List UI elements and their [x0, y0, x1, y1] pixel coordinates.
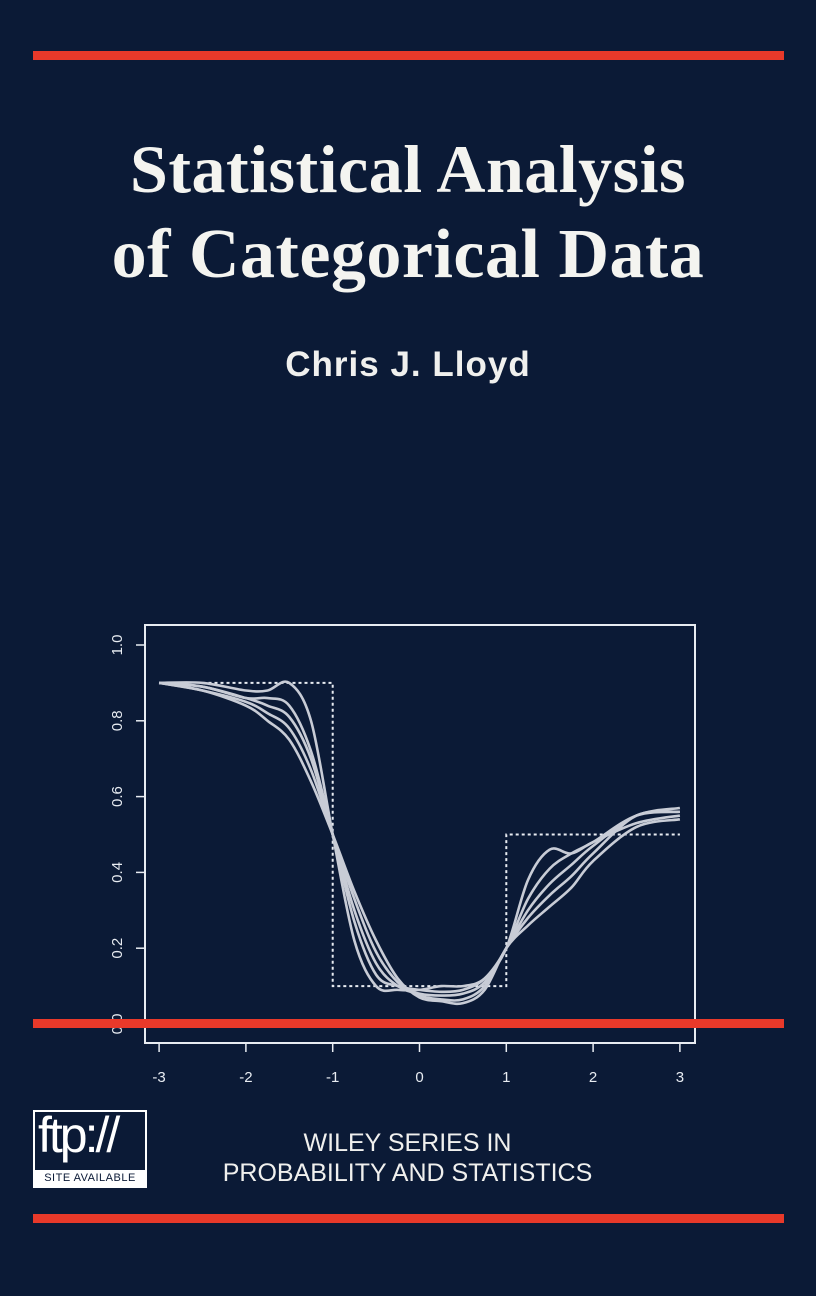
ftp-site-logo: ftp:// SITE AVAILABLE: [33, 1107, 147, 1188]
book-title-line-2: of Categorical Data: [111, 216, 705, 293]
top-red-rule: [33, 51, 784, 60]
smoothed-curve: [158, 681, 681, 994]
smoothed-curve: [158, 681, 681, 997]
ftp-logo-subtext: SITE AVAILABLE: [35, 1170, 145, 1186]
x-tick-label: 0: [415, 1069, 423, 1086]
middle-red-rule: [33, 1019, 784, 1028]
step-function-line: [202, 681, 680, 988]
y-tick-label: 0.6: [109, 786, 126, 807]
series-line-1: WILEY SERIES IN: [303, 1129, 512, 1157]
smoothed-curve: [158, 681, 681, 1006]
author-name: Chris J. Lloyd: [285, 345, 531, 384]
smoothed-curve: [158, 681, 681, 1002]
x-tick-label: -3: [152, 1069, 165, 1086]
x-tick-label: -2: [239, 1069, 252, 1086]
x-tick-label: 2: [589, 1069, 597, 1086]
x-tick-label: -1: [326, 1069, 339, 1086]
series-name: WILEY SERIES IN PROBABILITY AND STATISTI…: [170, 1128, 645, 1188]
y-tick-label: 1.0: [109, 635, 126, 656]
series-line-2: PROBABILITY AND STATISTICS: [222, 1159, 593, 1187]
book-title-line-1: Statistical Analysis: [130, 131, 686, 207]
bottom-red-rule: [33, 1214, 784, 1223]
ftp-logo-text: ftp://: [38, 1107, 120, 1163]
x-tick-label: 3: [676, 1069, 684, 1086]
y-tick-label: 0.8: [109, 710, 126, 731]
y-tick-label: 0.4: [109, 862, 126, 883]
y-tick-label: 0.2: [109, 938, 126, 959]
x-tick-label: 1: [502, 1069, 510, 1086]
